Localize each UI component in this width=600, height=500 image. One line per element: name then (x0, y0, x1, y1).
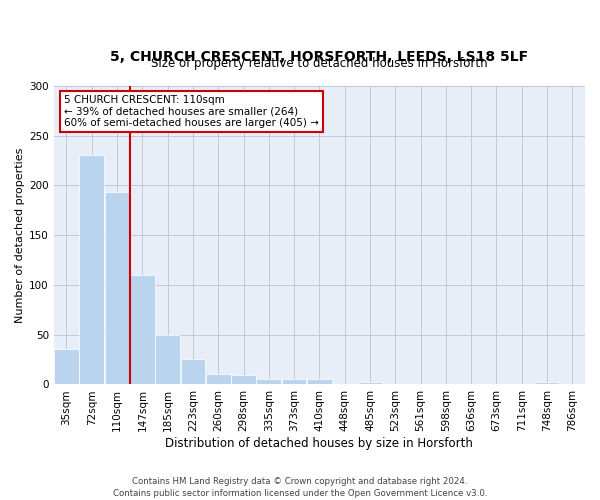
Y-axis label: Number of detached properties: Number of detached properties (15, 148, 25, 323)
Text: Size of property relative to detached houses in Horsforth: Size of property relative to detached ho… (151, 56, 488, 70)
Title: 5, CHURCH CRESCENT, HORSFORTH, LEEDS, LS18 5LF: 5, CHURCH CRESCENT, HORSFORTH, LEEDS, LS… (110, 50, 529, 64)
Bar (307, 380, 332, 384)
Bar (104, 192, 130, 384)
Text: 5 CHURCH CRESCENT: 110sqm
← 39% of detached houses are smaller (264)
60% of semi: 5 CHURCH CRESCENT: 110sqm ← 39% of detac… (64, 95, 319, 128)
Bar (256, 380, 281, 384)
Bar (181, 358, 205, 384)
Bar (155, 334, 180, 384)
Bar (358, 382, 382, 384)
Bar (79, 154, 104, 384)
Bar (535, 382, 559, 384)
X-axis label: Distribution of detached houses by size in Horsforth: Distribution of detached houses by size … (166, 437, 473, 450)
Bar (231, 374, 256, 384)
Bar (54, 348, 79, 384)
Bar (281, 380, 307, 384)
Bar (206, 374, 230, 384)
Bar (130, 275, 155, 384)
Text: Contains HM Land Registry data © Crown copyright and database right 2024.
Contai: Contains HM Land Registry data © Crown c… (113, 476, 487, 498)
